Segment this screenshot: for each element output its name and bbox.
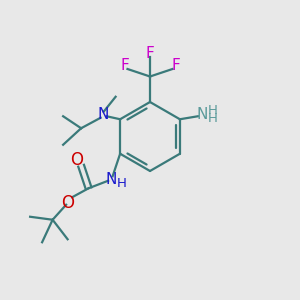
Text: F: F — [120, 58, 129, 74]
Text: F: F — [146, 46, 154, 61]
Text: H: H — [208, 112, 218, 125]
Text: N: N — [197, 107, 208, 122]
Text: H: H — [208, 104, 218, 117]
Text: F: F — [171, 58, 180, 74]
Text: N: N — [105, 172, 117, 187]
Text: N: N — [98, 107, 109, 122]
Text: O: O — [61, 194, 74, 212]
Text: H: H — [117, 177, 127, 190]
Text: O: O — [70, 151, 83, 169]
